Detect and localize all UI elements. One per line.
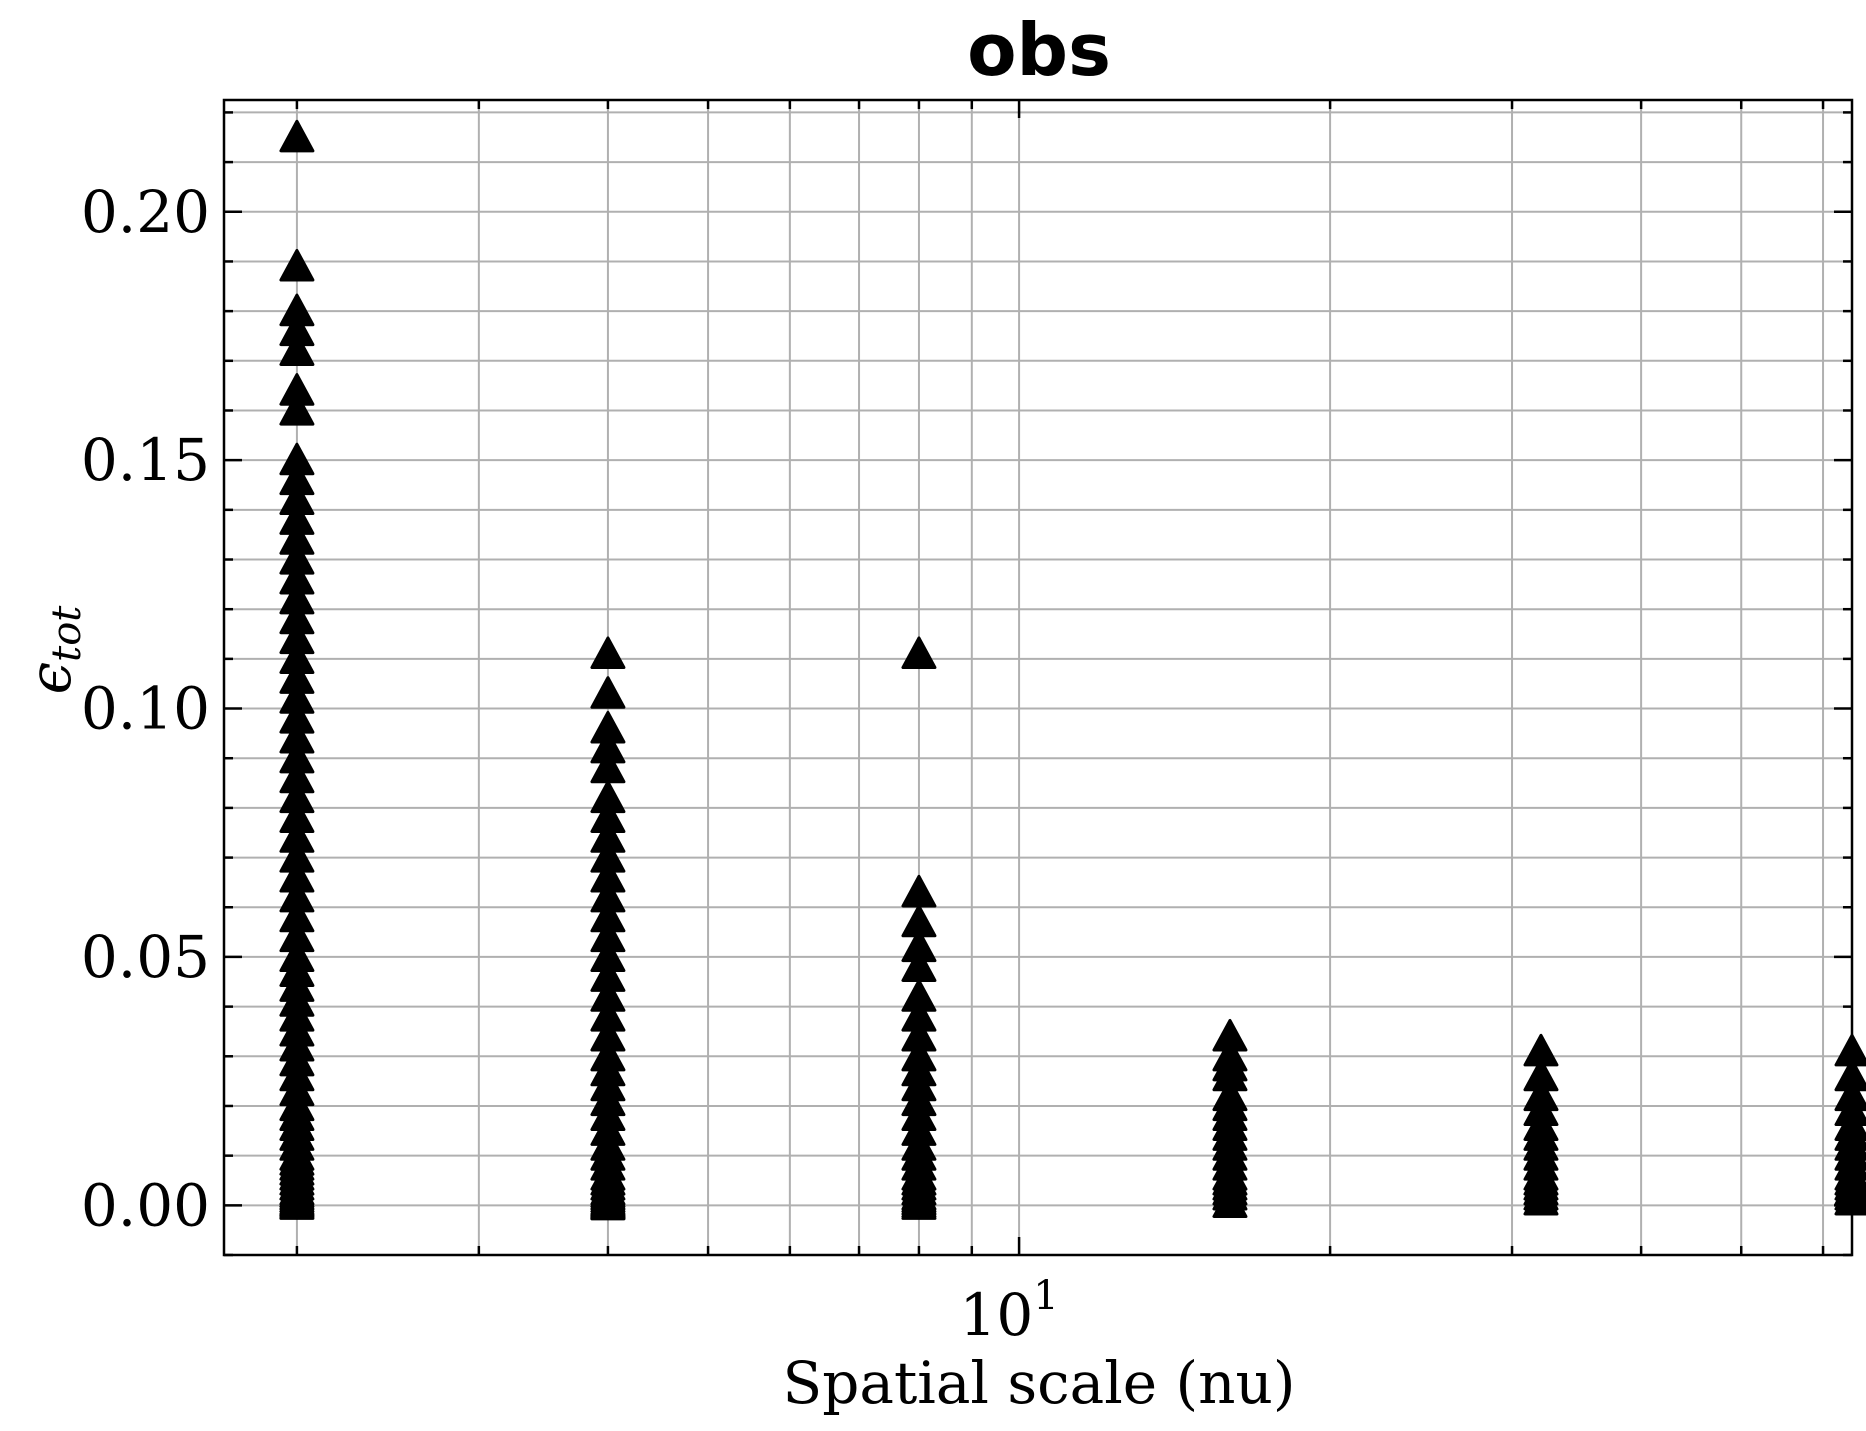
data-point <box>901 874 937 908</box>
data-point <box>590 1187 626 1221</box>
data-point <box>590 676 626 709</box>
data-point <box>901 1187 937 1220</box>
y-tick-label: 0.10 <box>81 675 210 743</box>
data-point <box>279 1187 315 1220</box>
data-point <box>1523 1182 1559 1216</box>
grid-lines <box>224 100 1852 1256</box>
data-point <box>279 248 315 282</box>
data-point <box>279 333 315 366</box>
plot-frame <box>222 98 1854 1257</box>
y-axis-label-subscript: tot <box>44 605 90 662</box>
y-tick-label: 0.00 <box>81 1171 210 1239</box>
axis-ticks <box>224 100 1852 1257</box>
x-tick-label: 101 <box>959 1273 1058 1349</box>
y-tick-label: 0.20 <box>81 178 210 246</box>
data-point <box>901 636 937 670</box>
data-point <box>279 119 315 153</box>
data-point <box>279 392 315 426</box>
data-point <box>1212 1185 1248 1218</box>
chart-title: obs <box>967 8 1111 92</box>
x-tick-labels: 101 <box>959 1273 1058 1349</box>
y-tick-label: 0.15 <box>81 426 210 494</box>
x-tick-label-exponent: 1 <box>1033 1273 1058 1319</box>
x-tick-label-base: 10 <box>959 1281 1033 1349</box>
y-tick-labels: 0.00 0.05 0.10 0.15 0.20 <box>81 178 210 1240</box>
data-markers <box>279 119 1866 1221</box>
y-axis-label: ϵtot <box>16 605 90 695</box>
x-axis-label: Spatial scale (nu) <box>783 1349 1296 1417</box>
y-tick-label: 0.05 <box>81 923 210 991</box>
data-point <box>590 636 626 670</box>
y-axis-label-symbol: ϵ <box>16 662 84 694</box>
